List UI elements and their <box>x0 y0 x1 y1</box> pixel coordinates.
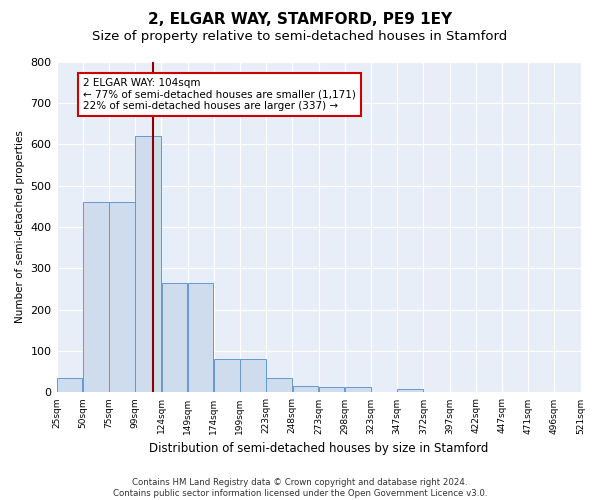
Bar <box>109 202 135 392</box>
Bar <box>319 388 344 392</box>
Bar <box>57 378 82 392</box>
Bar <box>293 386 318 392</box>
Bar <box>188 283 214 393</box>
Bar <box>136 136 161 392</box>
Text: 2 ELGAR WAY: 104sqm
← 77% of semi-detached houses are smaller (1,171)
22% of sem: 2 ELGAR WAY: 104sqm ← 77% of semi-detach… <box>83 78 356 111</box>
Bar <box>214 360 239 392</box>
Bar <box>240 360 266 392</box>
Bar <box>83 202 109 392</box>
Bar <box>161 283 187 393</box>
Bar <box>345 388 371 392</box>
X-axis label: Distribution of semi-detached houses by size in Stamford: Distribution of semi-detached houses by … <box>149 442 488 455</box>
Text: 2, ELGAR WAY, STAMFORD, PE9 1EY: 2, ELGAR WAY, STAMFORD, PE9 1EY <box>148 12 452 28</box>
Text: Contains HM Land Registry data © Crown copyright and database right 2024.
Contai: Contains HM Land Registry data © Crown c… <box>113 478 487 498</box>
Bar <box>266 378 292 392</box>
Bar <box>397 389 423 392</box>
Y-axis label: Number of semi-detached properties: Number of semi-detached properties <box>15 130 25 324</box>
Text: Size of property relative to semi-detached houses in Stamford: Size of property relative to semi-detach… <box>92 30 508 43</box>
